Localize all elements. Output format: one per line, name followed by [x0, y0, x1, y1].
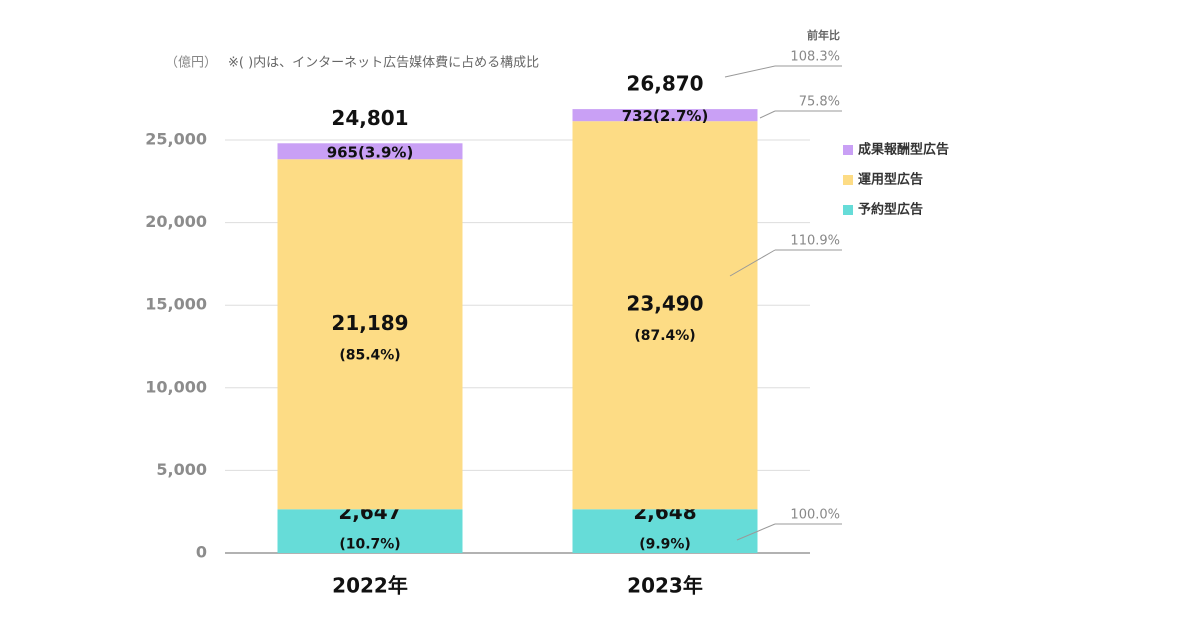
- bar-segment: [572, 509, 758, 553]
- yoy-label: 100.0%: [790, 508, 840, 523]
- legend-label: 運用型広告: [858, 172, 923, 188]
- share-label: (87.4%): [634, 328, 695, 344]
- value-label: 23,490: [626, 292, 703, 316]
- bar-segment: [277, 509, 463, 553]
- value-label: 21,189: [331, 311, 408, 335]
- share-label: (2.7%): [653, 107, 708, 125]
- note: ※( )内は、インターネット広告媒体費に占める構成比: [228, 55, 539, 71]
- legend-swatch: [843, 145, 853, 155]
- legend-swatch: [843, 205, 853, 215]
- total-label: 26,870: [626, 72, 703, 96]
- total-label: 24,801: [331, 106, 408, 130]
- legend-label: 成果報酬型広告: [858, 142, 949, 158]
- value-label: 965: [327, 143, 358, 161]
- y-tick-label: 15,000: [145, 295, 207, 314]
- y-tick-label: 25,000: [145, 130, 207, 149]
- y-tick-label: 0: [196, 543, 207, 562]
- yoy-leader: [759, 110, 776, 119]
- bar-segment: [572, 121, 758, 510]
- unit-label: （億円）: [165, 55, 217, 71]
- yoy-label: 108.3%: [790, 50, 840, 65]
- value-label: 732: [622, 107, 653, 125]
- share-label: (85.4%): [339, 347, 400, 363]
- bar-segment: [572, 109, 758, 122]
- y-tick-label: 10,000: [145, 377, 207, 396]
- segment-label: 732(2.7%): [622, 107, 709, 125]
- yoy-leader: [736, 523, 776, 541]
- segment-label: 965(3.9%): [327, 143, 414, 161]
- yoy-label: 110.9%: [790, 234, 840, 249]
- share-label: (10.7%): [339, 536, 400, 552]
- yoy-title: 前年比: [807, 28, 840, 42]
- bar-segment: [277, 159, 463, 510]
- legend-label: 予約型広告: [858, 202, 923, 218]
- x-tick-label: 2023年: [627, 574, 703, 598]
- x-tick-label: 2022年: [332, 574, 408, 598]
- yoy-label: 75.8%: [799, 95, 840, 110]
- yoy-leader: [724, 65, 776, 78]
- y-tick-label: 20,000: [145, 212, 207, 231]
- y-tick-label: 5,000: [156, 460, 207, 479]
- share-label: (9.9%): [639, 536, 691, 552]
- yoy-leader: [729, 249, 776, 277]
- bar-segment: [277, 143, 463, 160]
- legend-swatch: [843, 175, 853, 185]
- share-label: (3.9%): [358, 143, 413, 161]
